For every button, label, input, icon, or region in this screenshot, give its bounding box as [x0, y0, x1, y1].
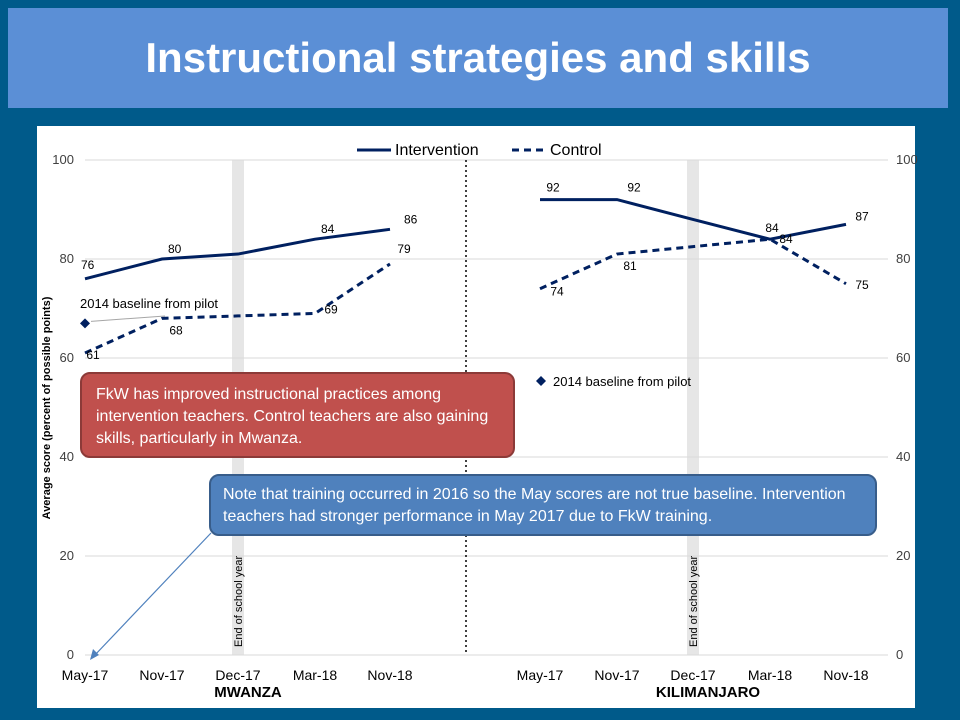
x-tick-label: Mar-18 — [748, 667, 793, 683]
baseline-leader-line — [90, 315, 166, 322]
data-label: 92 — [546, 181, 560, 195]
x-tick-label: Mar-18 — [293, 667, 338, 683]
x-tick-label: Nov-17 — [139, 667, 184, 683]
data-label: 86 — [404, 212, 418, 226]
data-label: 92 — [627, 181, 641, 195]
legend-label: Intervention — [395, 142, 479, 159]
x-tick-label: May-17 — [517, 667, 564, 683]
x-tick-label: Dec-17 — [670, 667, 715, 683]
data-label: 87 — [855, 209, 869, 223]
x-tick-label: May-17 — [62, 667, 109, 683]
x-tick-label: Dec-17 — [215, 667, 260, 683]
data-label: 76 — [81, 258, 95, 272]
panel-name: KILIMANJARO — [656, 684, 760, 701]
y-tick-label-right: 0 — [896, 647, 903, 662]
red-callout: FkW has improved instructional practices… — [80, 372, 515, 458]
data-label: 68 — [169, 323, 183, 337]
data-label: 84 — [321, 222, 335, 236]
data-label: 69 — [324, 302, 338, 316]
data-label: 75 — [855, 278, 869, 292]
y-tick-label-right: 40 — [896, 449, 910, 464]
y-tick-label-left: 40 — [60, 449, 74, 464]
y-tick-label-left: 100 — [52, 152, 74, 167]
title-bar: Instructional strategies and skills — [8, 8, 948, 108]
data-label: 84 — [765, 221, 779, 235]
data-label: 84 — [779, 232, 793, 246]
baseline-marker — [80, 318, 90, 329]
baseline-label: 2014 baseline from pilot — [80, 296, 218, 311]
y-tick-label-left: 60 — [60, 350, 74, 365]
x-tick-label: Nov-18 — [823, 667, 868, 683]
y-tick-label-right: 100 — [896, 152, 918, 167]
x-tick-label: Nov-17 — [594, 667, 639, 683]
intervention-series-line — [540, 198, 847, 241]
end-of-school-year-label: End of school year — [233, 556, 245, 647]
x-tick-label: Nov-18 — [367, 667, 412, 683]
data-label: 80 — [168, 242, 182, 256]
blue-callout: Note that training occurred in 2016 so t… — [209, 474, 877, 536]
baseline-legend-label: 2014 baseline from pilot — [553, 374, 691, 389]
y-tick-label-left: 0 — [67, 647, 74, 662]
legend-label: Control — [550, 142, 602, 159]
y-tick-label-left: 20 — [60, 548, 74, 563]
y-axis-title: Average score (percent of possible point… — [41, 296, 53, 519]
annotation-arrow-head — [90, 649, 99, 660]
intervention-series-line — [84, 227, 391, 281]
y-tick-label-right: 80 — [896, 251, 910, 266]
data-label: 81 — [623, 259, 637, 273]
baseline-legend-marker — [536, 376, 546, 386]
y-tick-label-right: 20 — [896, 548, 910, 563]
control-series-line — [84, 262, 391, 355]
y-tick-label-left: 80 — [60, 251, 74, 266]
slide-title: Instructional strategies and skills — [145, 34, 811, 81]
control-series-line — [539, 237, 847, 291]
y-tick-label-right: 60 — [896, 350, 910, 365]
end-of-school-year-label: End of school year — [688, 556, 700, 647]
data-label: 79 — [397, 242, 411, 256]
data-label: 61 — [86, 348, 100, 362]
panel-name: MWANZA — [214, 684, 282, 701]
annotation-arrow-line — [93, 532, 212, 657]
data-label: 74 — [550, 285, 564, 299]
